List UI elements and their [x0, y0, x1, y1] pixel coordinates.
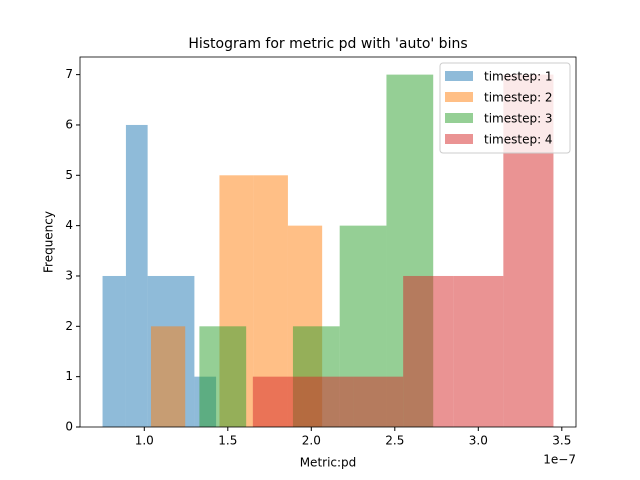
x-tick-label: 3.5 [552, 434, 571, 448]
legend-label: timestep: 1 [484, 70, 553, 84]
legend-label: timestep: 2 [484, 91, 553, 105]
y-tick-label: 0 [65, 420, 73, 434]
legend-swatch [445, 113, 473, 123]
y-axis-label: Frequency [42, 211, 56, 273]
y-tick-label: 5 [65, 168, 73, 182]
x-offset-label: 1e−7 [543, 453, 576, 467]
histogram-bar [199, 326, 247, 427]
x-tick-label: 3.0 [469, 434, 488, 448]
y-tick-label: 2 [65, 319, 73, 333]
y-tick-label: 4 [65, 218, 73, 232]
histogram-bar [302, 376, 354, 427]
histogram-bar [252, 376, 303, 427]
x-tick-label: 1.0 [135, 434, 154, 448]
histogram-bar [102, 275, 126, 427]
histogram-bar [353, 376, 404, 427]
legend-label: timestep: 3 [484, 112, 553, 126]
chart-title: Histogram for metric pd with 'auto' bins [188, 36, 467, 52]
y-tick-label: 3 [65, 268, 73, 282]
histogram-bar [150, 326, 186, 427]
legend-label: timestep: 4 [484, 133, 553, 147]
x-tick-label: 1.5 [218, 434, 237, 448]
legend-swatch [445, 92, 473, 102]
histogram-bar [125, 124, 148, 428]
y-tick-label: 1 [65, 369, 73, 383]
x-tick-label: 2.0 [302, 434, 321, 448]
x-tick-label: 2.5 [385, 434, 404, 448]
histogram-bar [403, 275, 454, 427]
legend-swatch [445, 134, 473, 144]
histogram-bar [453, 275, 504, 427]
x-axis-label: Metric:pd [300, 456, 357, 470]
y-tick-label: 6 [65, 117, 73, 131]
legend-swatch [445, 71, 473, 81]
legend-box [439, 62, 571, 154]
plot-frame [79, 56, 577, 428]
y-tick-label: 7 [65, 67, 73, 81]
